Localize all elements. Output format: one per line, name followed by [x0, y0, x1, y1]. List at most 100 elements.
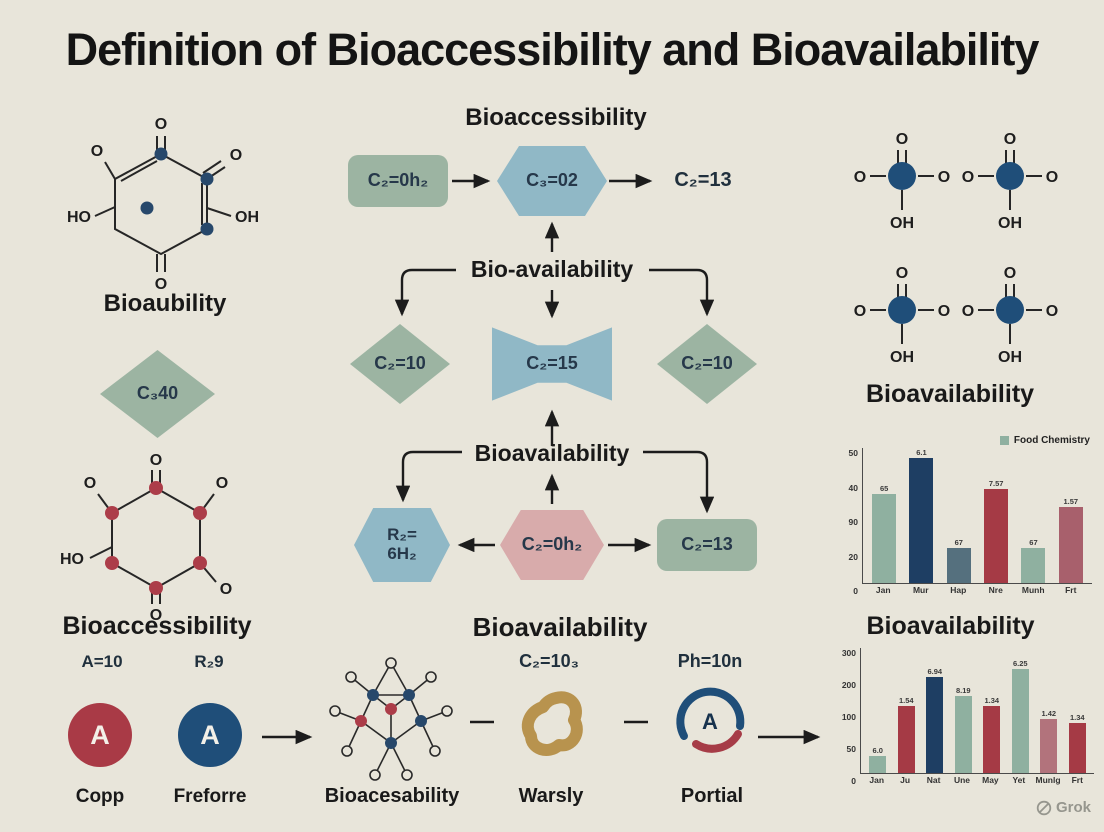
bar-group: 67 — [1017, 448, 1049, 583]
bar-group: 67 — [943, 448, 975, 583]
bar-value-label: 6.0 — [872, 746, 883, 756]
x-tick-label: Hap — [950, 585, 967, 595]
bar — [926, 677, 944, 773]
flow-box-label: C₂=13 — [681, 534, 733, 555]
flow-bowtie-center: C₂=15 — [492, 327, 612, 401]
atom-label: HO — [60, 551, 84, 568]
bar-group: 8.19 — [952, 648, 976, 773]
molecular-network-icon — [329, 657, 453, 781]
flow-diamond-right: C₂=10 — [657, 324, 757, 404]
y-tick-label: 300 — [841, 648, 856, 658]
atom-label: O — [155, 276, 167, 293]
atom-label: O — [1004, 131, 1016, 148]
x-axis: Jan Ju Nat Une May Yet Munlg Frt — [860, 774, 1094, 786]
y-tick-label: 100 — [841, 712, 856, 722]
flow-heading-bottom: Bioavailability — [472, 612, 648, 642]
atom-label: HO — [67, 209, 91, 226]
atom-label: O — [155, 116, 167, 133]
bar — [1068, 723, 1086, 773]
bar-value-label: 7.57 — [988, 478, 1004, 488]
legend-label: Food Chemistry — [1013, 434, 1090, 446]
flow-formula-right: Ph=10n — [677, 651, 743, 671]
blob-shape-icon — [521, 691, 583, 756]
bar-value-label: 67 — [1029, 537, 1038, 547]
bar — [1021, 547, 1046, 583]
flow-hex-label-line1: R₂= — [387, 525, 417, 545]
atom-label: O — [150, 607, 162, 622]
grok-watermark-text: Grok — [1056, 799, 1092, 816]
gauge-icon: A — [676, 687, 745, 753]
flow-hexagon-center-pink: C₂=0h₂ — [500, 510, 604, 580]
x-axis: Jan Mur Hap Nre Munh Frt — [862, 584, 1092, 596]
y-axis: 300 200 100 50 0 — [838, 648, 860, 786]
bar-value-label: 67 — [954, 537, 963, 547]
bar — [869, 756, 887, 773]
flow-box-label: C₂=0h₂ — [367, 170, 429, 191]
atom-label: O — [938, 169, 950, 186]
y-tick-label: 50 — [846, 744, 856, 754]
bar-value-label: 1.57 — [1063, 497, 1079, 507]
arrow-branch-left-icon — [394, 268, 456, 317]
flow-hexagon-left: R₂= 6H₂ — [354, 508, 450, 582]
bar-value-label: 65 — [879, 483, 889, 493]
flow-formula-left: C₂=10₃ — [519, 651, 579, 671]
entity-formula: A=10 — [81, 652, 123, 671]
atom-label: OH — [890, 215, 914, 232]
y-tick-label: 200 — [841, 680, 856, 690]
arrow-branch-right-icon — [649, 268, 715, 317]
y-axis: 50 40 90 20 0 — [840, 448, 862, 596]
bar-group: 65 — [868, 448, 900, 583]
molecule-caption: Bioaubility — [103, 290, 227, 317]
y-tick-label: 90 — [848, 517, 858, 527]
bar-group: 1.34 — [1066, 648, 1090, 773]
x-tick-label: Nre — [988, 585, 1003, 595]
bar-value-label: 1.54 — [898, 696, 914, 706]
molecule-structure-icon: O O O OH — [962, 265, 1058, 366]
bar — [897, 706, 915, 773]
flow-diamond-label: C₂=10 — [374, 353, 426, 374]
gauge-caption: Portial — [680, 785, 744, 807]
plot-area: 65 6.1 67 7.57 67 1.57 — [862, 448, 1092, 584]
entity-caption: Copp — [75, 786, 125, 807]
legend-color-swatch — [999, 435, 1009, 445]
bar — [909, 458, 934, 583]
flow-diamond-left: C₂=10 — [350, 324, 450, 404]
y-tick-label: 50 — [848, 448, 858, 458]
x-tick-label: Nat — [926, 775, 941, 785]
atom-label: O — [91, 143, 103, 160]
atom-label: O — [1046, 169, 1058, 186]
bar-group: 1.54 — [895, 648, 919, 773]
x-tick-label: Frt — [1065, 585, 1077, 595]
diamond-label: C₃40 — [136, 383, 179, 404]
atom-label: O — [1046, 303, 1058, 320]
bar-value-label: 6.25 — [1012, 658, 1028, 668]
atom-label: O — [938, 303, 950, 320]
bar-group: 6.94 — [923, 648, 947, 773]
flow-hexagon-top: C₃=02 — [497, 146, 607, 216]
molecule-structure-icon: O O O OH — [854, 265, 950, 366]
flow-label-bioavailability-1: Bio-availability — [470, 256, 634, 282]
bar — [946, 547, 971, 583]
molecule-caption: Bioaccessibility — [62, 612, 252, 640]
bar-group: 1.57 — [1055, 448, 1087, 583]
molecule-structure-icon: O O O HO OH O — [67, 116, 259, 293]
y-tick-label: 20 — [848, 551, 858, 562]
x-tick-label: Une — [953, 775, 970, 785]
x-tick-label: Munlg — [1035, 775, 1061, 785]
blob-caption: Warsly — [518, 785, 584, 807]
y-tick-label: 0 — [853, 586, 858, 596]
bar-chart-food-chemistry: Food Chemistry 50 40 90 20 0 65 6.1 67 7.57 67 1.… — [840, 432, 1092, 596]
molecule-structure-icon: O O O OH — [854, 131, 950, 232]
flow-end-text: C₂=13 — [674, 169, 732, 191]
bar-group: 1.42 — [1037, 648, 1061, 773]
y-tick-label: 40 — [848, 482, 858, 493]
flow-bowtie-label: C₂=15 — [526, 353, 578, 374]
x-tick-label: May — [982, 775, 999, 785]
bar-group: 6.0 — [866, 648, 890, 773]
entity-caption: Freforre — [173, 786, 247, 807]
y-tick-label: 0 — [851, 776, 856, 786]
flow-box-start: C₂=0h₂ — [348, 155, 448, 207]
molecule-structure-icon: O O O HO O O — [60, 452, 232, 622]
atom-label: O — [1004, 265, 1016, 282]
entity-symbol: A — [90, 719, 110, 750]
